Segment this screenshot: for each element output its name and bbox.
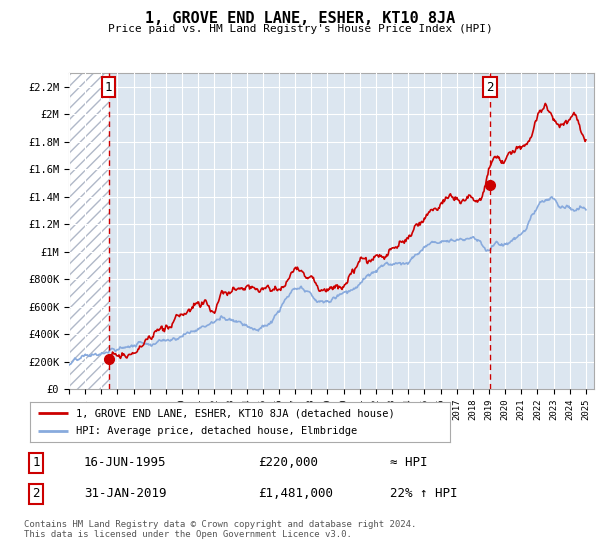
- Text: 2: 2: [487, 81, 494, 94]
- Bar: [69, 73, 109, 389]
- Text: 1, GROVE END LANE, ESHER, KT10 8JA (detached house): 1, GROVE END LANE, ESHER, KT10 8JA (deta…: [76, 408, 395, 418]
- Text: £1,481,000: £1,481,000: [258, 487, 333, 500]
- Text: 16-JUN-1995: 16-JUN-1995: [84, 456, 167, 469]
- Text: HPI: Average price, detached house, Elmbridge: HPI: Average price, detached house, Elmb…: [76, 426, 358, 436]
- Text: 2: 2: [32, 487, 40, 500]
- Text: ≈ HPI: ≈ HPI: [390, 456, 427, 469]
- Text: 22% ↑ HPI: 22% ↑ HPI: [390, 487, 458, 500]
- Text: 1: 1: [105, 81, 112, 94]
- Text: 31-JAN-2019: 31-JAN-2019: [84, 487, 167, 500]
- Bar: [69, 73, 109, 389]
- Text: Price paid vs. HM Land Registry's House Price Index (HPI): Price paid vs. HM Land Registry's House …: [107, 24, 493, 34]
- Text: 1, GROVE END LANE, ESHER, KT10 8JA: 1, GROVE END LANE, ESHER, KT10 8JA: [145, 11, 455, 26]
- Text: 1: 1: [32, 456, 40, 469]
- Text: £220,000: £220,000: [258, 456, 318, 469]
- Text: Contains HM Land Registry data © Crown copyright and database right 2024.
This d: Contains HM Land Registry data © Crown c…: [24, 520, 416, 539]
